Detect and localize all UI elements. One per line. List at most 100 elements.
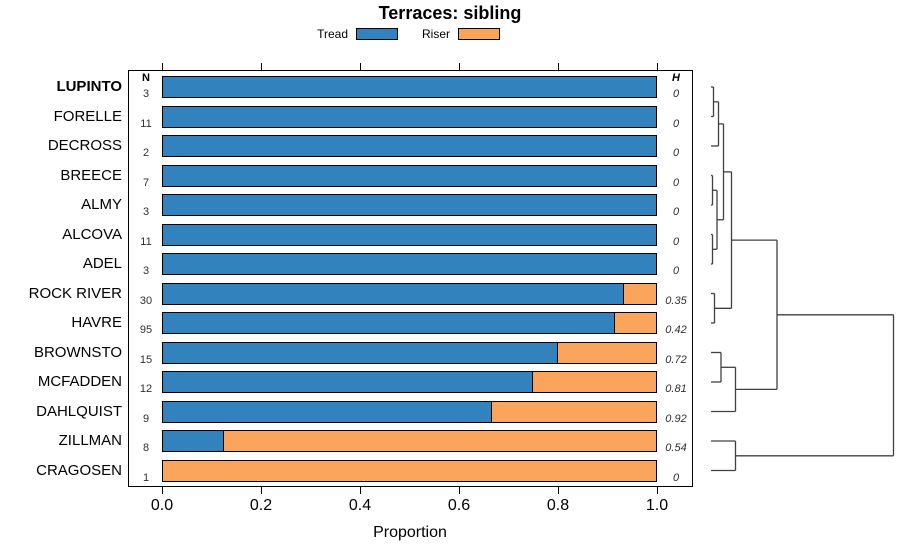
bar-segment-tread xyxy=(162,135,657,157)
bar-row xyxy=(162,105,657,128)
row-label: CRAGOSEN xyxy=(36,461,122,479)
x-tick xyxy=(656,487,658,494)
x-tick-label: 0.0 xyxy=(150,497,174,514)
plot-area-border xyxy=(128,70,693,487)
n-column-header: N xyxy=(142,72,150,84)
n-value: 30 xyxy=(139,294,153,307)
row-label: ADEL xyxy=(82,255,122,272)
row-label: ALCOVA xyxy=(62,225,122,243)
row-label: DECROSS xyxy=(47,137,122,154)
bar-segment-riser xyxy=(222,430,657,452)
bar-segment-tread xyxy=(162,164,657,187)
bar-segment-tread xyxy=(162,312,615,334)
n-value: 95 xyxy=(139,324,153,336)
bar-segment-tread xyxy=(162,371,533,393)
bar-segment-tread xyxy=(162,253,657,275)
x-tick-top xyxy=(557,63,559,70)
bar-row xyxy=(162,371,657,393)
h-value: 0.54 xyxy=(665,442,687,454)
row-label: ALMY xyxy=(81,196,122,213)
n-value: 15 xyxy=(139,353,153,366)
bar-row xyxy=(162,282,657,305)
bar-row xyxy=(162,253,657,275)
bar-segment-tread xyxy=(162,282,624,305)
x-tick-label: 1.0 xyxy=(645,497,669,514)
n-value: 3 xyxy=(142,265,150,277)
x-tick-top xyxy=(458,63,460,70)
bar-row xyxy=(162,164,657,187)
bar-segment-tread xyxy=(162,105,657,128)
n-value: 12 xyxy=(139,383,153,395)
n-value: 11 xyxy=(140,117,152,130)
h-value: 0 xyxy=(672,206,680,218)
x-tick xyxy=(260,487,262,494)
legend-swatch-tread-icon xyxy=(356,27,398,40)
h-value: 0.92 xyxy=(665,412,687,425)
x-tick-label: 0.4 xyxy=(348,497,372,514)
x-tick xyxy=(359,487,361,494)
x-tick-top xyxy=(260,63,262,70)
h-value: 0.42 xyxy=(665,324,687,336)
h-value: 0 xyxy=(672,176,680,189)
n-value: 3 xyxy=(142,206,150,218)
bar-segment-tread xyxy=(162,430,224,452)
bar-segment-riser xyxy=(556,341,657,364)
n-value: 8 xyxy=(142,442,150,454)
bar-segment-tread xyxy=(162,341,558,364)
x-tick xyxy=(161,487,163,494)
chart-title: Terraces: sibling xyxy=(378,3,522,23)
h-value: 0 xyxy=(672,265,680,277)
bar-segment-tread xyxy=(162,194,657,216)
bar-segment-riser xyxy=(531,371,657,393)
x-tick-top xyxy=(359,63,361,70)
x-tick-label: 0.8 xyxy=(546,497,570,514)
n-value: 9 xyxy=(142,412,150,425)
x-tick-top xyxy=(656,63,658,70)
bar-segment-riser xyxy=(162,459,657,482)
n-value: 1 xyxy=(142,471,150,484)
x-tick-top xyxy=(161,63,163,70)
bar-row xyxy=(162,223,657,246)
row-label: MCFADDEN xyxy=(37,373,122,390)
bar-segment-riser xyxy=(622,282,657,305)
legend-label-tread: Tread xyxy=(317,27,348,41)
bar-segment-tread xyxy=(162,223,657,246)
h-value: 0.35 xyxy=(665,294,687,307)
bar-row xyxy=(162,459,657,482)
x-tick-label: 0.6 xyxy=(447,497,471,514)
x-axis-title: Proportion xyxy=(373,524,447,541)
bar-segment-riser xyxy=(613,312,657,334)
h-value: 0.72 xyxy=(665,353,687,366)
bar-row xyxy=(162,135,657,157)
x-tick xyxy=(557,487,559,494)
n-value: 2 xyxy=(142,147,150,159)
bar-segment-tread xyxy=(162,400,492,423)
row-label: DAHLQUIST xyxy=(36,402,122,420)
bar-row xyxy=(162,194,657,216)
h-column-header: H xyxy=(672,72,680,84)
h-value: 0 xyxy=(672,235,680,248)
row-label: HAVRE xyxy=(71,314,122,331)
row-label: BREECE xyxy=(60,166,122,184)
h-value: 0 xyxy=(672,471,680,484)
bar-row xyxy=(162,312,657,334)
legend-label-riser: Riser xyxy=(421,27,450,41)
n-value: 11 xyxy=(140,235,152,248)
h-value: 0.81 xyxy=(665,383,687,395)
h-value: 0 xyxy=(672,117,680,130)
bar-row xyxy=(162,341,657,364)
legend-swatch-riser-icon xyxy=(458,27,500,40)
row-label: ZILLMAN xyxy=(58,432,122,449)
bar-row xyxy=(162,76,657,98)
n-value: 3 xyxy=(142,88,150,100)
bar-segment-tread xyxy=(162,76,657,98)
h-value: 0 xyxy=(672,147,680,159)
bar-segment-riser xyxy=(490,400,657,423)
row-label: LUPINTO xyxy=(56,78,122,95)
row-label: BROWNSTO xyxy=(33,343,122,361)
n-value: 7 xyxy=(142,176,150,189)
x-tick xyxy=(458,487,460,494)
row-label: ROCK RIVER xyxy=(28,284,122,302)
row-label: FORELLE xyxy=(53,107,122,125)
